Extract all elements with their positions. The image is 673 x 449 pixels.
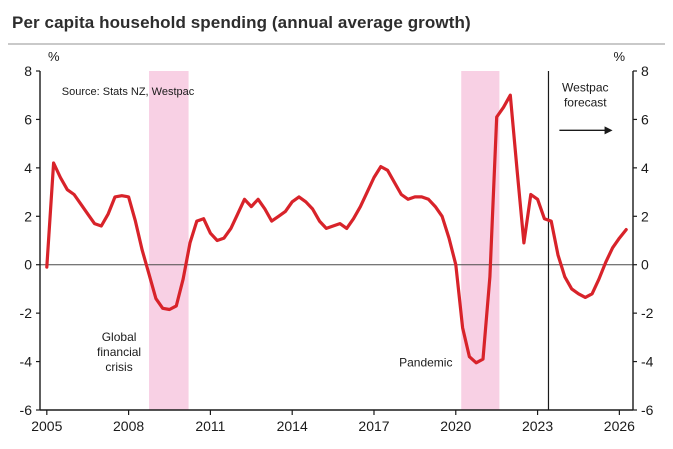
gfc-label: financial [97,345,141,359]
spending-line [45,93,628,365]
y-axis-label-left: 2 [24,208,32,224]
percent-unit-right: % [613,49,625,64]
forecast-label: forecast [564,96,607,110]
x-axis-label: 2005 [31,418,62,434]
x-axis-label: 2020 [440,418,471,434]
x-axis-label: 2017 [358,418,389,434]
y-axis-label-left: -4 [20,354,33,370]
chart-title: Per capita household spending (annual av… [12,13,471,32]
y-axis-label-right: -2 [641,305,654,321]
gfc-label: crisis [105,360,132,374]
y-axis-label-right: -6 [641,402,654,418]
y-axis-label-left: -6 [20,402,33,418]
gfc-label: Global [102,330,137,344]
y-axis-label-left: 4 [24,160,32,176]
y-axis-label-right: -4 [641,354,654,370]
x-axis-label: 2023 [522,418,553,434]
y-axis-label-right: 4 [641,160,649,176]
y-axis-label-right: 2 [641,208,649,224]
y-axis-label-left: -2 [20,305,33,321]
chart-header: Per capita household spending (annual av… [8,0,665,45]
y-axis-label-right: 6 [641,111,649,127]
forecast-label: Westpac [562,81,608,95]
source: Source: Stats NZ, Westpac [62,86,195,98]
x-axis-label: 2026 [604,418,635,434]
highlight-band [149,71,189,410]
percent-unit-left: % [48,49,60,64]
y-axis-label-left: 8 [24,63,32,79]
y-axis-label-right: 8 [641,63,649,79]
x-axis-label: 2011 [195,418,225,434]
spending-line-chart: -6 -6 -4 -4 -2 -2 0 0 2 2 4 4 6 6 8 8 2005 2008 2011 2014 20… [20,49,654,434]
x-axis-label: 2008 [113,418,144,434]
forecast-arrowhead [604,126,613,135]
y-axis-label-left: 6 [24,111,32,127]
x-axis-label: 2014 [277,418,308,434]
chart-area: -6 -6 -4 -4 -2 -2 0 0 2 2 4 4 6 6 8 8 2005 2008 2011 2014 20… [0,45,673,442]
y-axis-label-right: 0 [641,257,649,273]
y-axis-label-left: 0 [24,257,32,273]
pandemic-label: Pandemic [399,355,452,369]
